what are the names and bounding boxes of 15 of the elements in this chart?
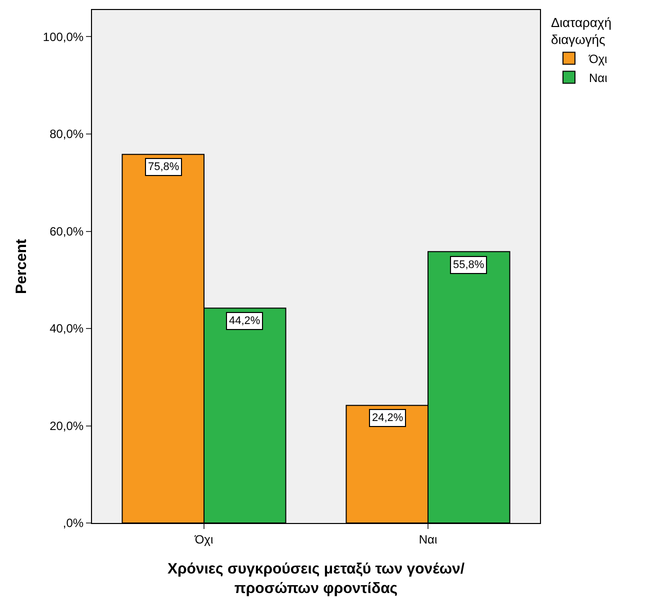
- data-label: 44,2%: [229, 315, 260, 327]
- y-tick-label: 100,0%: [42, 30, 84, 44]
- legend-title: Διαταραχή διαγωγής: [550, 14, 612, 47]
- y-axis-title: Percent: [13, 238, 30, 294]
- x-axis-title: Χρόνιες συγκρούσεις μεταξύ των γονέων/ προσώπων φροντίδας: [167, 560, 466, 597]
- data-label: 24,2%: [372, 412, 404, 424]
- y-tick-label: 40,0%: [50, 322, 84, 336]
- y-tick-label: ,0%: [62, 516, 84, 530]
- legend-label: Ναι: [588, 70, 608, 85]
- legend-label: Όχι: [588, 52, 608, 66]
- data-label: 75,8%: [148, 161, 180, 173]
- y-tick-label: 60,0%: [50, 224, 84, 238]
- data-label: 55,8%: [453, 259, 484, 271]
- y-tick-label: 80,0%: [50, 127, 84, 142]
- y-tick-label: 20,0%: [50, 418, 84, 433]
